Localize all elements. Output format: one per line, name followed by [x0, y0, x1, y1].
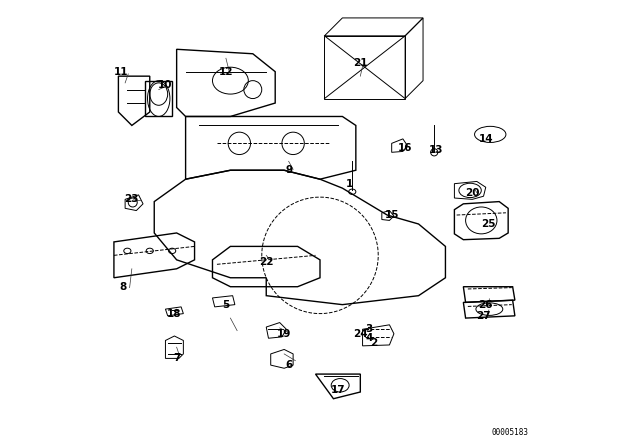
Text: 9: 9 [285, 165, 292, 175]
Text: 12: 12 [219, 67, 233, 77]
Text: 13: 13 [429, 145, 444, 155]
Text: 6: 6 [285, 360, 292, 370]
Text: 7: 7 [173, 353, 180, 363]
Text: 22: 22 [259, 257, 273, 267]
Text: 23: 23 [125, 194, 139, 204]
Text: 14: 14 [479, 134, 493, 144]
Text: 00005183: 00005183 [492, 428, 529, 437]
Text: 21: 21 [353, 58, 367, 68]
Text: 2: 2 [370, 338, 378, 348]
Bar [324, 36, 405, 99]
Text: 3: 3 [365, 324, 373, 334]
Text: 4: 4 [365, 333, 373, 343]
Text: 24: 24 [353, 329, 367, 339]
Text: 26: 26 [479, 300, 493, 310]
Text: 18: 18 [167, 309, 182, 319]
Text: 17: 17 [331, 385, 345, 395]
Text: 20: 20 [465, 188, 479, 198]
Text: 11: 11 [113, 67, 128, 77]
Text: 10: 10 [158, 80, 173, 90]
Text: 8: 8 [119, 282, 127, 292]
Text: 25: 25 [481, 219, 495, 229]
Text: 27: 27 [476, 311, 491, 321]
Text: 1: 1 [346, 179, 353, 189]
Text: 15: 15 [385, 210, 399, 220]
Text: 16: 16 [398, 143, 412, 153]
Text: 19: 19 [277, 329, 291, 339]
Text: 5: 5 [222, 300, 230, 310]
